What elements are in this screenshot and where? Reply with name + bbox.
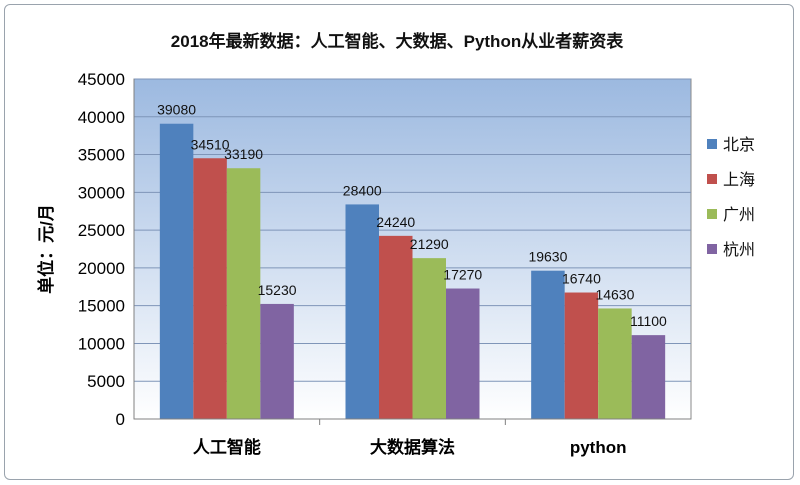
y-tick-label: 45000	[78, 70, 125, 89]
legend-swatch	[707, 244, 717, 254]
data-label: 17270	[443, 267, 482, 283]
data-label: 15230	[258, 282, 297, 298]
bar	[446, 288, 480, 419]
legend-swatch	[707, 209, 717, 219]
y-tick-label: 5000	[87, 372, 125, 391]
data-label: 24240	[376, 214, 415, 230]
y-tick-label: 0	[116, 410, 125, 429]
data-label: 11100	[630, 313, 667, 329]
data-label: 34510	[191, 136, 230, 152]
bar	[379, 235, 413, 419]
data-label: 14630	[595, 286, 634, 302]
bar	[598, 308, 632, 419]
legend-label: 上海	[723, 171, 755, 189]
bar	[193, 158, 227, 419]
bar	[531, 270, 565, 419]
data-label: 39080	[157, 102, 196, 118]
y-tick-label: 30000	[78, 183, 125, 202]
y-axis-label: 单位：元/月	[36, 204, 56, 294]
data-label: 33190	[224, 146, 263, 162]
x-tick-label: python	[570, 438, 627, 457]
bar	[412, 258, 446, 419]
data-label: 19630	[528, 249, 567, 265]
bar	[226, 168, 261, 419]
legend-label: 广州	[723, 206, 755, 224]
bar	[345, 204, 379, 419]
legend-label: 杭州	[723, 241, 755, 259]
data-label: 28400	[343, 182, 382, 198]
bar	[564, 292, 599, 419]
data-label: 16740	[562, 271, 601, 287]
y-tick-label: 15000	[78, 297, 125, 316]
y-tick-label: 10000	[78, 334, 125, 353]
data-label: 21290	[410, 236, 449, 252]
axes: 0 5000 10000 15000 20000 25000 30000 35000 40000…	[78, 70, 691, 457]
legend-label: 北京	[723, 136, 755, 154]
bar	[260, 303, 294, 419]
legend-swatch	[707, 139, 717, 149]
x-tick-label: 大数据算法	[370, 437, 455, 457]
y-tick-label: 20000	[78, 259, 125, 278]
x-tick-label: 人工智能	[193, 437, 261, 457]
y-tick-label: 25000	[78, 221, 125, 240]
chart-title: 2018年最新数据：人工智能、大数据、Python从业者薪资表	[171, 31, 624, 51]
y-tick-label: 35000	[78, 146, 125, 165]
bar	[159, 123, 194, 420]
bar	[631, 335, 666, 419]
legend-swatch	[707, 174, 717, 184]
y-tick-label: 40000	[78, 108, 125, 127]
